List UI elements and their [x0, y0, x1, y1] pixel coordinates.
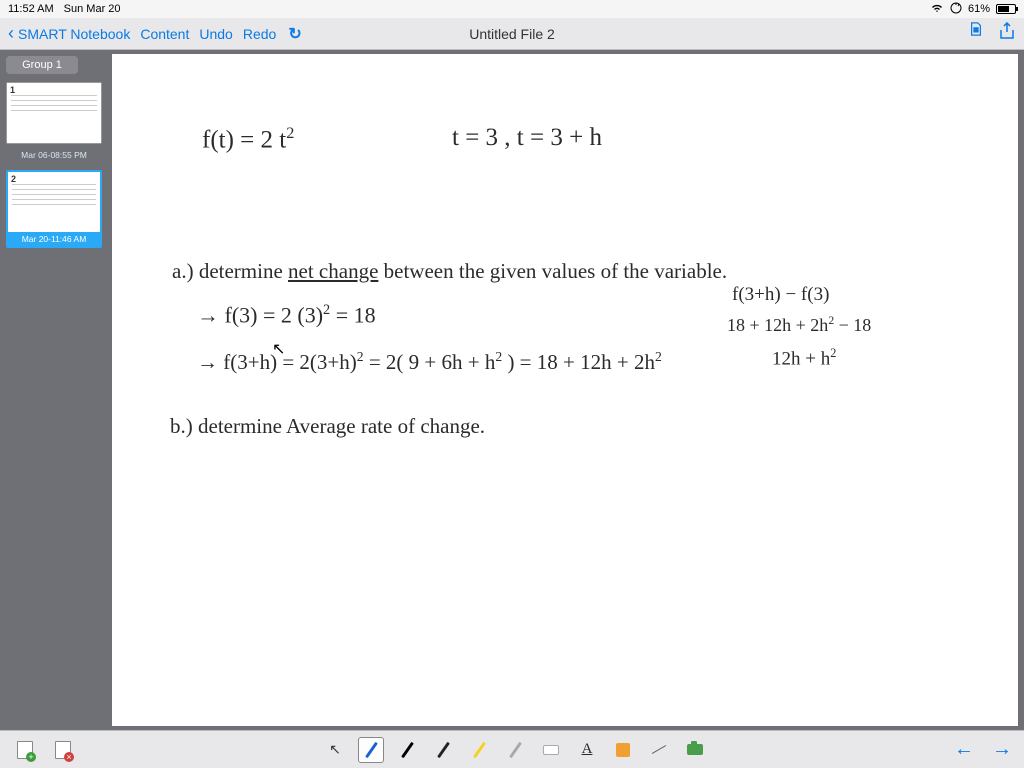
pen-black2-tool[interactable]: [430, 737, 456, 763]
app-toolbar: ‹ SMART Notebook Content Undo Redo ↻ Unt…: [0, 18, 1024, 50]
hw-l2c: between the given values of the variable…: [378, 259, 727, 283]
hw-l5: b.) determine Average rate of change.: [170, 414, 485, 439]
stamp-tool[interactable]: [610, 737, 636, 763]
pen-black-tool[interactable]: [394, 737, 420, 763]
refresh-icon[interactable]: ↻: [288, 24, 301, 44]
highlighter-tool[interactable]: [466, 737, 492, 763]
eraser-tool[interactable]: [538, 737, 564, 763]
sim-card-icon[interactable]: [970, 22, 982, 45]
content-button[interactable]: Content: [140, 26, 189, 42]
battery-icon: [996, 4, 1016, 14]
camera-tool[interactable]: [682, 737, 708, 763]
pointer-tool[interactable]: ↖: [322, 737, 348, 763]
bottom-toolbar: ↖ A ← →: [0, 730, 1024, 768]
text-tool[interactable]: A: [574, 737, 600, 763]
hw-l1a: f(t) = 2 t: [202, 126, 286, 153]
hw-l4r1b: − 18: [834, 315, 871, 335]
wifi-icon: [930, 3, 944, 16]
hw-l1a-sup: 2: [286, 124, 294, 142]
hw-l1b: t = 3 , t = 3 + h: [452, 124, 602, 152]
hw-l4r2sup: 2: [830, 346, 836, 360]
back-chevron-icon[interactable]: ‹: [8, 23, 14, 44]
prev-page-button[interactable]: ←: [954, 738, 974, 761]
whiteboard-canvas[interactable]: f(t) = 2 t2 t = 3 , t = 3 + h a.) determ…: [112, 54, 1018, 726]
add-page-button[interactable]: [12, 737, 38, 763]
thumb-caption-2: Mar 20-11:46 AM: [8, 232, 100, 246]
hw-l3r: f(3+h) − f(3): [732, 284, 829, 306]
page-thumbnail-2[interactable]: 2 Mar 20-11:46 AM: [6, 170, 102, 248]
pen-blue-tool[interactable]: [358, 737, 384, 763]
back-button[interactable]: SMART Notebook: [18, 26, 130, 42]
next-page-button[interactable]: →: [992, 738, 1012, 761]
main-area: Group 1 1 Mar 06-08:55 PM 2 Mar 20-11:46…: [0, 50, 1024, 730]
status-time: 11:52 AM: [8, 3, 54, 15]
hw-l4b: = 2( 9 + 6h + h: [364, 350, 496, 374]
share-icon[interactable]: [998, 22, 1016, 45]
line-tool[interactable]: [646, 737, 672, 763]
page-sidebar: Group 1 1 Mar 06-08:55 PM 2 Mar 20-11:46…: [0, 50, 112, 730]
hw-l2b: net change: [288, 259, 378, 283]
redo-button[interactable]: Redo: [243, 26, 276, 42]
thumb-caption-1: Mar 06-08:55 PM: [6, 148, 102, 162]
document-title: Untitled File 2: [469, 26, 555, 42]
hw-l2a: a.) determine: [172, 259, 288, 283]
hw-l4csup: 2: [655, 349, 662, 364]
hw-l4sup: 2: [357, 349, 364, 364]
hw-l3: → f(3) = 2 (3): [197, 302, 323, 327]
hw-l3b: = 18: [330, 302, 375, 327]
group-tab[interactable]: Group 1: [6, 56, 78, 74]
undo-button[interactable]: Undo: [199, 26, 232, 42]
hw-l4c: ) = 18 + 12h + 2h: [502, 350, 655, 374]
status-bar: 11:52 AM Sun Mar 20 61%: [0, 0, 1024, 18]
status-date: Sun Mar 20: [64, 3, 121, 15]
pen-gray-tool[interactable]: [502, 737, 528, 763]
orientation-lock-icon: [950, 2, 962, 17]
hw-l4r2: 12h + h: [772, 348, 830, 369]
page-thumbnail-1[interactable]: 1: [6, 82, 102, 144]
hw-l4r1: 18 + 12h + 2h: [727, 315, 828, 335]
hw-l4: → f(3+h) = 2(3+h): [197, 350, 357, 374]
delete-page-button[interactable]: [50, 737, 76, 763]
battery-pct: 61%: [968, 3, 990, 15]
